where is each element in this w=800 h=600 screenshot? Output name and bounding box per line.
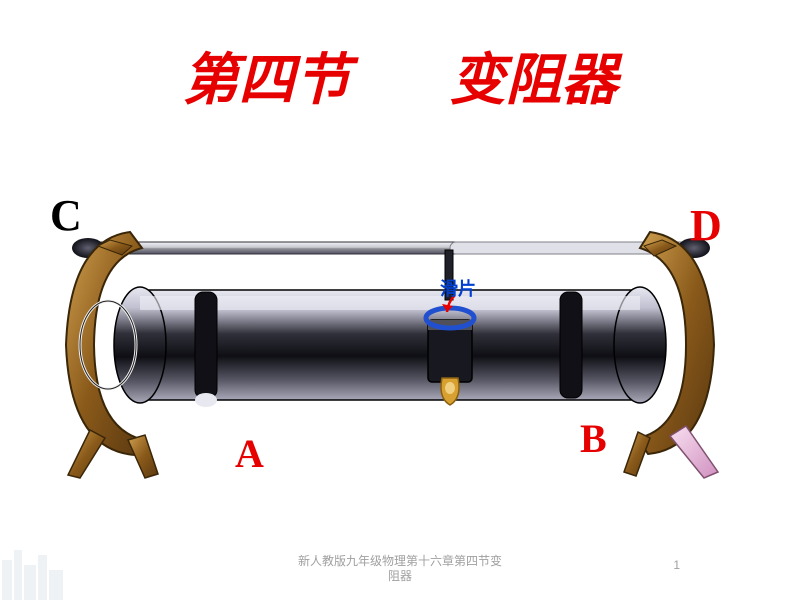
- footer-caption: 新人教版九年级物理第十六章第四节变 阻器: [0, 554, 800, 585]
- label-a: A: [235, 430, 264, 477]
- rheostat-diagram: C D A B 滑片: [50, 200, 750, 480]
- label-b: B: [580, 415, 607, 462]
- label-d: D: [690, 200, 722, 251]
- title-part-2: 变阻器: [449, 35, 617, 116]
- footer-line-1: 新人教版九年级物理第十六章第四节变: [298, 554, 502, 568]
- title-part-1: 第四节: [183, 35, 351, 116]
- slider-label: 滑片: [440, 275, 476, 301]
- rheostat-svg: [50, 200, 750, 480]
- slider-assembly: [426, 250, 474, 405]
- label-c: C: [50, 190, 82, 241]
- page-number: 1: [673, 558, 680, 572]
- footer-line-2: 阻器: [388, 569, 412, 583]
- page-title: 第四节 变阻器: [0, 35, 800, 116]
